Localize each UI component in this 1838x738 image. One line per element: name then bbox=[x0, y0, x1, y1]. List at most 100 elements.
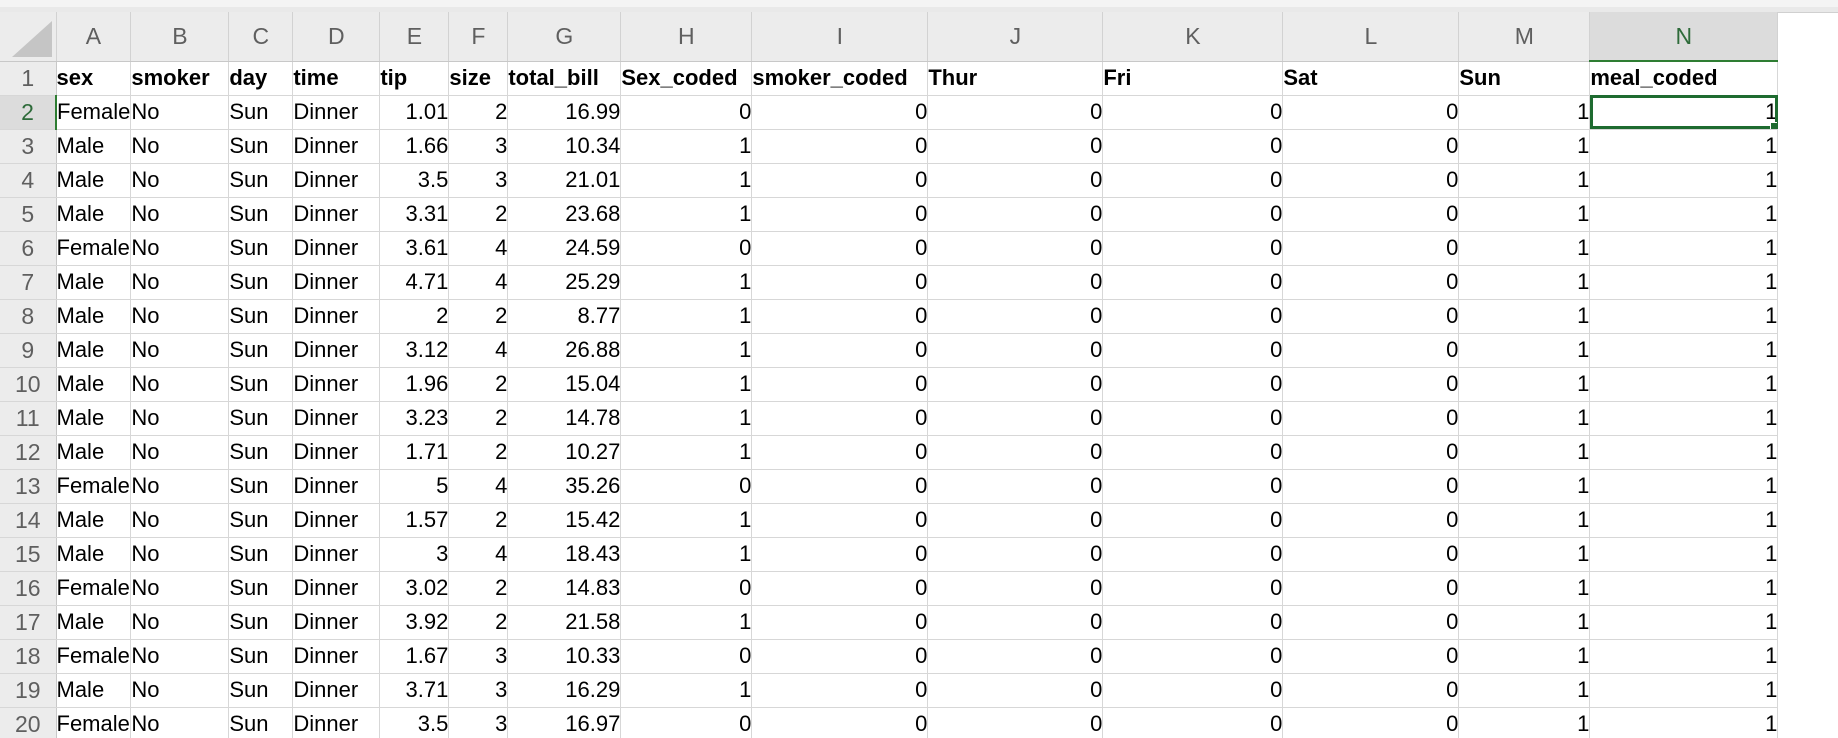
cell-n4[interactable]: 1 bbox=[1589, 163, 1779, 198]
cell-d20[interactable]: Dinner bbox=[292, 707, 381, 738]
cell-d12[interactable]: Dinner bbox=[292, 435, 381, 470]
cell-e7[interactable]: 4.71 bbox=[379, 265, 450, 300]
cell-h17[interactable]: 1 bbox=[620, 605, 753, 640]
cell-a6[interactable]: Female bbox=[56, 231, 132, 266]
cell-i7[interactable]: 0 bbox=[751, 265, 929, 300]
cell-n16[interactable]: 1 bbox=[1589, 571, 1779, 606]
cell-f20[interactable]: 3 bbox=[448, 707, 509, 738]
cell-n8[interactable]: 1 bbox=[1589, 299, 1779, 334]
cell-e12[interactable]: 1.71 bbox=[379, 435, 450, 470]
cell-k7[interactable]: 0 bbox=[1102, 265, 1284, 300]
cell-d10[interactable]: Dinner bbox=[292, 367, 381, 402]
cell-n2[interactable]: 1 bbox=[1589, 95, 1779, 130]
cell-k3[interactable]: 0 bbox=[1102, 129, 1284, 164]
cell-f2[interactable]: 2 bbox=[448, 95, 509, 130]
cell-j4[interactable]: 0 bbox=[927, 163, 1104, 198]
cell-k17[interactable]: 0 bbox=[1102, 605, 1284, 640]
cell-i11[interactable]: 0 bbox=[751, 401, 929, 436]
column-header-l[interactable]: L bbox=[1282, 12, 1460, 62]
cell-l4[interactable]: 0 bbox=[1282, 163, 1460, 198]
cell-g6[interactable]: 24.59 bbox=[507, 231, 622, 266]
row-header-7[interactable]: 7 bbox=[0, 265, 57, 300]
cell-a3[interactable]: Male bbox=[56, 129, 132, 164]
row-header-4[interactable]: 4 bbox=[0, 163, 57, 198]
cell-d18[interactable]: Dinner bbox=[292, 639, 381, 674]
cell-n6[interactable]: 1 bbox=[1589, 231, 1779, 266]
cell-b13[interactable]: No bbox=[130, 469, 230, 504]
cell-l20[interactable]: 0 bbox=[1282, 707, 1460, 738]
cell-m9[interactable]: 1 bbox=[1458, 333, 1591, 368]
cell-c16[interactable]: Sun bbox=[228, 571, 294, 606]
cell-b15[interactable]: No bbox=[130, 537, 230, 572]
cell-i13[interactable]: 0 bbox=[751, 469, 929, 504]
cell-k13[interactable]: 0 bbox=[1102, 469, 1284, 504]
cell-f9[interactable]: 4 bbox=[448, 333, 509, 368]
cell-m7[interactable]: 1 bbox=[1458, 265, 1591, 300]
cell-h3[interactable]: 1 bbox=[620, 129, 753, 164]
cell-a20[interactable]: Female bbox=[56, 707, 132, 738]
cell-i14[interactable]: 0 bbox=[751, 503, 929, 538]
cell-n12[interactable]: 1 bbox=[1589, 435, 1779, 470]
cell-m10[interactable]: 1 bbox=[1458, 367, 1591, 402]
cell-g1[interactable]: total_bill bbox=[507, 61, 622, 96]
cell-c4[interactable]: Sun bbox=[228, 163, 294, 198]
row-header-20[interactable]: 20 bbox=[0, 707, 57, 738]
column-header-e[interactable]: E bbox=[379, 12, 450, 62]
cell-d7[interactable]: Dinner bbox=[292, 265, 381, 300]
cell-j11[interactable]: 0 bbox=[927, 401, 1104, 436]
cell-d3[interactable]: Dinner bbox=[292, 129, 381, 164]
cell-f4[interactable]: 3 bbox=[448, 163, 509, 198]
cell-h7[interactable]: 1 bbox=[620, 265, 753, 300]
cell-h15[interactable]: 1 bbox=[620, 537, 753, 572]
cell-d11[interactable]: Dinner bbox=[292, 401, 381, 436]
cell-c13[interactable]: Sun bbox=[228, 469, 294, 504]
cell-h9[interactable]: 1 bbox=[620, 333, 753, 368]
cell-e18[interactable]: 1.67 bbox=[379, 639, 450, 674]
row-header-2[interactable]: 2 bbox=[0, 95, 57, 130]
cell-g4[interactable]: 21.01 bbox=[507, 163, 622, 198]
cell-f15[interactable]: 4 bbox=[448, 537, 509, 572]
cell-g8[interactable]: 8.77 bbox=[507, 299, 622, 334]
cell-b10[interactable]: No bbox=[130, 367, 230, 402]
cell-a16[interactable]: Female bbox=[56, 571, 132, 606]
cell-c17[interactable]: Sun bbox=[228, 605, 294, 640]
cell-e20[interactable]: 3.5 bbox=[379, 707, 450, 738]
cell-c3[interactable]: Sun bbox=[228, 129, 294, 164]
column-header-c[interactable]: C bbox=[228, 12, 294, 62]
cell-d16[interactable]: Dinner bbox=[292, 571, 381, 606]
cell-b8[interactable]: No bbox=[130, 299, 230, 334]
cell-g10[interactable]: 15.04 bbox=[507, 367, 622, 402]
cell-f1[interactable]: size bbox=[448, 61, 509, 96]
cell-e3[interactable]: 1.66 bbox=[379, 129, 450, 164]
cell-h4[interactable]: 1 bbox=[620, 163, 753, 198]
cell-k19[interactable]: 0 bbox=[1102, 673, 1284, 708]
cell-b2[interactable]: No bbox=[130, 95, 230, 130]
cell-c6[interactable]: Sun bbox=[228, 231, 294, 266]
cell-e15[interactable]: 3 bbox=[379, 537, 450, 572]
row-header-16[interactable]: 16 bbox=[0, 571, 57, 606]
cell-c5[interactable]: Sun bbox=[228, 197, 294, 232]
cell-i20[interactable]: 0 bbox=[751, 707, 929, 738]
cell-b12[interactable]: No bbox=[130, 435, 230, 470]
cell-n9[interactable]: 1 bbox=[1589, 333, 1779, 368]
cell-a12[interactable]: Male bbox=[56, 435, 132, 470]
cell-c1[interactable]: day bbox=[228, 61, 294, 96]
cell-a8[interactable]: Male bbox=[56, 299, 132, 334]
cell-i12[interactable]: 0 bbox=[751, 435, 929, 470]
cell-n17[interactable]: 1 bbox=[1589, 605, 1779, 640]
column-header-g[interactable]: G bbox=[507, 12, 622, 62]
cell-m5[interactable]: 1 bbox=[1458, 197, 1591, 232]
cell-m2[interactable]: 1 bbox=[1458, 95, 1591, 130]
row-header-14[interactable]: 14 bbox=[0, 503, 57, 538]
cell-k20[interactable]: 0 bbox=[1102, 707, 1284, 738]
cell-n13[interactable]: 1 bbox=[1589, 469, 1779, 504]
cell-g12[interactable]: 10.27 bbox=[507, 435, 622, 470]
cell-j20[interactable]: 0 bbox=[927, 707, 1104, 738]
cell-l6[interactable]: 0 bbox=[1282, 231, 1460, 266]
cell-a7[interactable]: Male bbox=[56, 265, 132, 300]
cell-i1[interactable]: smoker_coded bbox=[751, 61, 929, 96]
cell-c14[interactable]: Sun bbox=[228, 503, 294, 538]
cell-m17[interactable]: 1 bbox=[1458, 605, 1591, 640]
cell-g9[interactable]: 26.88 bbox=[507, 333, 622, 368]
column-header-h[interactable]: H bbox=[620, 12, 753, 62]
